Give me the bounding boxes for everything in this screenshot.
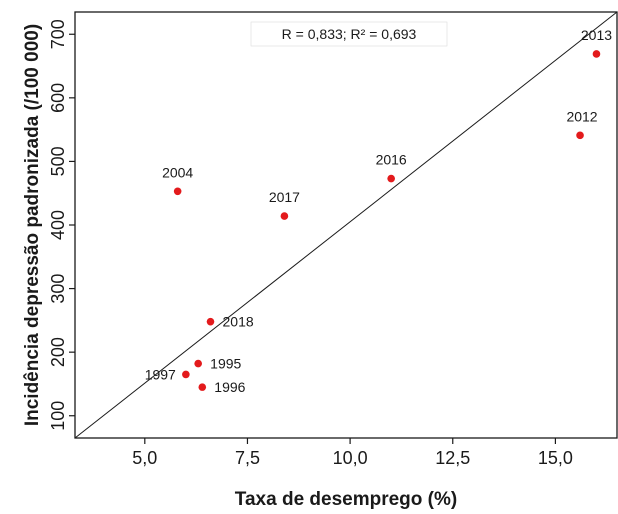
y-tick-label: 100 (48, 401, 68, 431)
x-tick-label: 12,5 (435, 448, 470, 468)
regression-line (74, 11, 618, 439)
point-label-1995: 1995 (210, 356, 241, 372)
point-label-2017: 2017 (269, 189, 300, 205)
data-point-2016 (387, 174, 395, 183)
point-label-2012: 2012 (566, 108, 597, 124)
data-point-2004 (173, 187, 182, 196)
point-label-2018: 2018 (223, 314, 254, 330)
point-label-2004: 2004 (162, 164, 193, 180)
x-tick-label: 10,0 (333, 448, 368, 468)
y-axis: 100 200 300 400 500 600 700 (48, 19, 75, 431)
x-tick-label: 5,0 (132, 448, 157, 468)
data-point-2012 (576, 131, 584, 140)
y-tick-label: 700 (48, 19, 68, 49)
correlation-annotation: R = 0,833; R² = 0,693 (282, 26, 417, 42)
data-point-2017 (280, 212, 289, 220)
x-tick-label: 7,5 (235, 448, 260, 468)
point-label-1996: 1996 (214, 379, 245, 395)
point-label-2013: 2013 (581, 27, 612, 43)
data-point-1997 (182, 370, 190, 379)
data-point-2013 (592, 50, 601, 58)
y-axis-title: Incidência depressão padronizada (/100 0… (22, 24, 43, 426)
point-label-1997: 1997 (145, 366, 176, 382)
x-tick-label: 15,0 (538, 448, 573, 468)
data-point-1995 (194, 359, 202, 368)
annotation-box (250, 21, 448, 47)
x-axis-title: Taxa de desemprego (%) (235, 489, 457, 510)
y-tick-label: 600 (48, 83, 68, 113)
x-axis: 5,0 7,5 10,0 12,5 15,0 (132, 438, 573, 468)
data-points: 1995 1996 1997 2004 2012 2013 2016 2017 2018 (145, 27, 613, 395)
data-point-2018 (206, 317, 215, 326)
y-tick-label: 400 (48, 210, 68, 240)
y-tick-label: 200 (48, 337, 68, 367)
y-tick-label: 500 (48, 146, 68, 176)
point-label-2016: 2016 (376, 152, 407, 168)
y-tick-label: 300 (48, 274, 68, 304)
data-point-1996 (198, 383, 207, 391)
